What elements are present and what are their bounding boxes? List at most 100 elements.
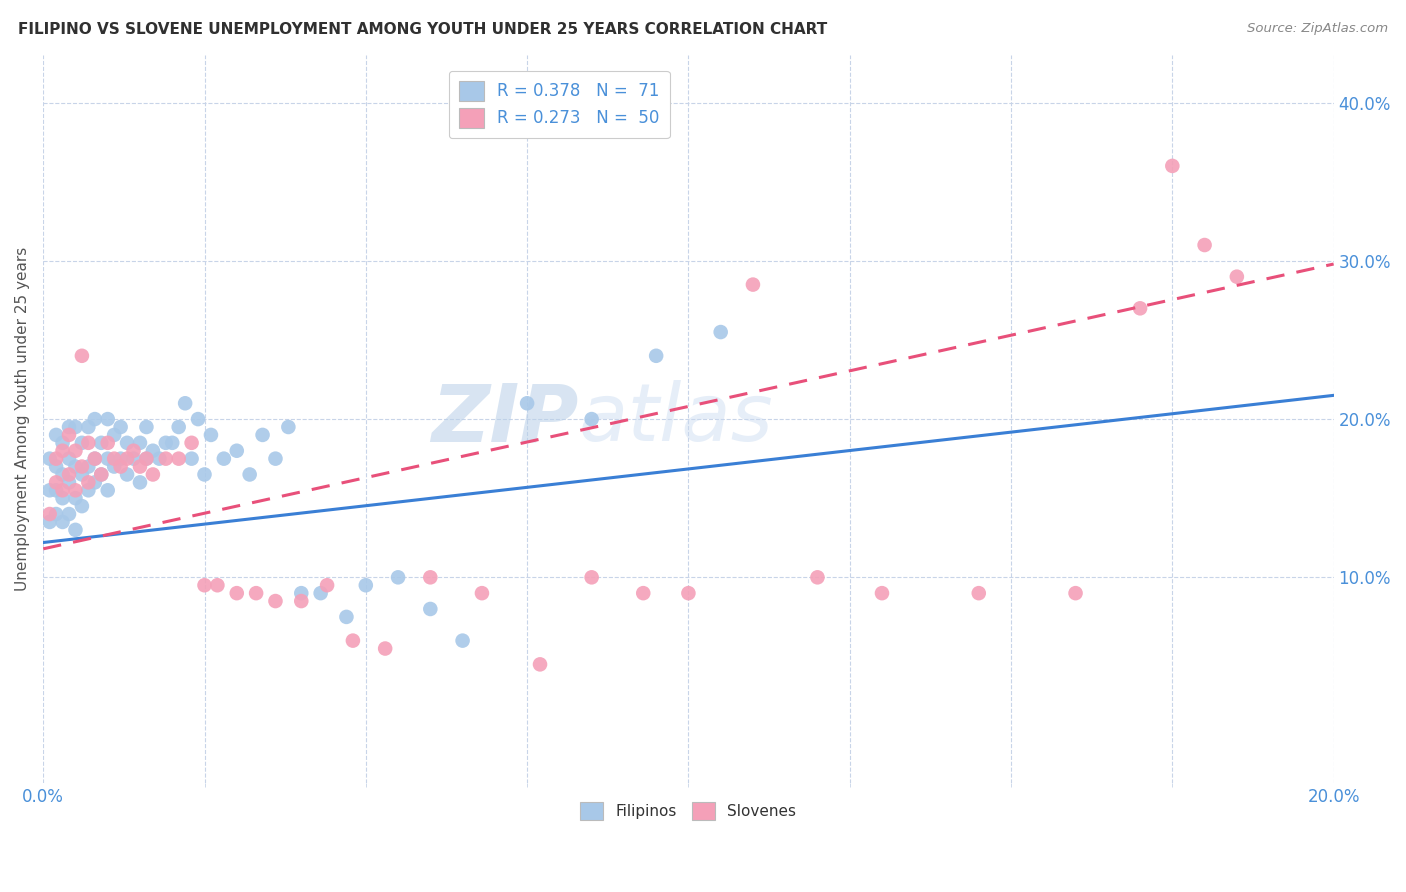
Point [207, 578, 229, 592]
Point [77, 475, 100, 490]
Point [354, 578, 377, 592]
Point [122, 451, 145, 466]
Point [70, 459, 93, 474]
Point [419, 570, 441, 584]
Point [174, 396, 197, 410]
Point [83, 475, 105, 490]
Y-axis label: Unemployment Among Youth under 25 years: Unemployment Among Youth under 25 years [15, 247, 30, 591]
Point [135, 420, 157, 434]
Point [581, 570, 603, 584]
Point [70, 349, 93, 363]
Point [187, 412, 209, 426]
Point [83, 451, 105, 466]
Point [290, 586, 312, 600]
Point [162, 435, 184, 450]
Point [180, 451, 202, 466]
Point [103, 451, 125, 466]
Point [167, 451, 190, 466]
Point [45, 483, 67, 498]
Point [77, 459, 100, 474]
Point [129, 435, 152, 450]
Text: atlas: atlas [579, 380, 773, 458]
Point [103, 428, 125, 442]
Point [83, 451, 105, 466]
Point [193, 578, 215, 592]
Point [239, 467, 262, 482]
Point [77, 483, 100, 498]
Point [290, 594, 312, 608]
Point [316, 578, 339, 592]
Point [342, 633, 364, 648]
Point [135, 451, 157, 466]
Point [129, 459, 152, 474]
Point [142, 467, 165, 482]
Point [45, 475, 67, 490]
Point [115, 435, 138, 450]
Point [58, 507, 80, 521]
Point [103, 459, 125, 474]
Point [51, 491, 73, 506]
Point [277, 420, 299, 434]
Point [70, 499, 93, 513]
Point [70, 467, 93, 482]
Point [122, 443, 145, 458]
Text: Source: ZipAtlas.com: Source: ZipAtlas.com [1247, 22, 1388, 36]
Point [65, 443, 87, 458]
Point [374, 641, 396, 656]
Point [516, 396, 538, 410]
Point [38, 515, 60, 529]
Point [45, 428, 67, 442]
Point [90, 467, 112, 482]
Point [83, 412, 105, 426]
Point [742, 277, 765, 292]
Point [97, 451, 120, 466]
Point [193, 467, 215, 482]
Point [129, 475, 152, 490]
Point [451, 633, 474, 648]
Point [45, 507, 67, 521]
Point [387, 570, 409, 584]
Point [1161, 159, 1184, 173]
Point [135, 451, 157, 466]
Point [678, 586, 700, 600]
Point [97, 412, 120, 426]
Point [65, 420, 87, 434]
Point [1064, 586, 1087, 600]
Point [51, 467, 73, 482]
Text: FILIPINO VS SLOVENE UNEMPLOYMENT AMONG YOUTH UNDER 25 YEARS CORRELATION CHART: FILIPINO VS SLOVENE UNEMPLOYMENT AMONG Y… [18, 22, 828, 37]
Point [38, 483, 60, 498]
Point [245, 586, 267, 600]
Point [335, 610, 357, 624]
Point [51, 515, 73, 529]
Point [45, 459, 67, 474]
Point [77, 420, 100, 434]
Point [58, 475, 80, 490]
Point [58, 467, 80, 482]
Point [200, 428, 222, 442]
Point [419, 602, 441, 616]
Point [58, 428, 80, 442]
Point [65, 523, 87, 537]
Point [471, 586, 494, 600]
Point [1129, 301, 1152, 316]
Point [45, 451, 67, 466]
Text: ZIP: ZIP [432, 380, 579, 458]
Point [65, 491, 87, 506]
Point [167, 420, 190, 434]
Point [70, 435, 93, 450]
Point [264, 594, 287, 608]
Point [97, 435, 120, 450]
Point [180, 435, 202, 450]
Point [225, 586, 247, 600]
Point [148, 451, 170, 466]
Point [142, 443, 165, 458]
Point [645, 349, 668, 363]
Point [51, 435, 73, 450]
Point [264, 451, 287, 466]
Point [870, 586, 893, 600]
Point [90, 467, 112, 482]
Point [806, 570, 828, 584]
Point [38, 451, 60, 466]
Point [97, 483, 120, 498]
Point [58, 420, 80, 434]
